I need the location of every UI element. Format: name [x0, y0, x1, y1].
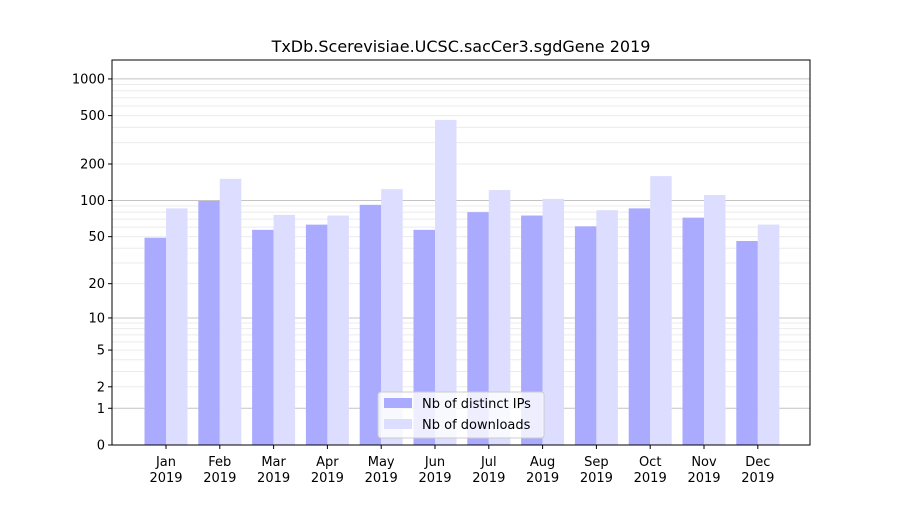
x-tick-label-year: 2019	[149, 471, 182, 486]
bar-downloads	[542, 198, 565, 445]
y-tick-label: 50	[88, 230, 105, 245]
x-tick-label-year: 2019	[472, 471, 505, 486]
y-tick-label: 20	[88, 277, 105, 292]
bar-downloads	[596, 210, 618, 445]
legend-label-ips: Nb of distinct IPs	[422, 397, 531, 412]
bar-distinct-ips	[359, 204, 382, 445]
x-tick-label-year: 2019	[203, 471, 236, 486]
bar-distinct-ips	[467, 212, 489, 445]
plot-frame	[111, 59, 811, 446]
legend-box	[377, 391, 545, 439]
y-tick-label: 1000	[72, 72, 105, 87]
bar-distinct-ips	[628, 208, 651, 445]
x-tick-label-year: 2019	[311, 471, 344, 486]
bar-downloads	[704, 194, 726, 445]
bar-distinct-ips	[574, 226, 597, 445]
x-tick-label-month: Jan	[155, 455, 176, 470]
bar-distinct-ips	[144, 237, 166, 445]
bar-downloads	[327, 215, 349, 445]
x-tick-label-year: 2019	[634, 471, 667, 486]
bar-distinct-ips	[198, 200, 220, 445]
bar-distinct-ips	[736, 240, 758, 445]
y-tick-label: 100	[80, 194, 105, 209]
chart-title: TxDb.Scerevisiae.UCSC.sacCer3.sgdGene 20…	[271, 37, 651, 56]
bar-downloads	[381, 189, 403, 445]
bars	[144, 119, 780, 446]
y-tick-label: 1	[97, 402, 105, 417]
y-tick-label: 0	[97, 439, 105, 454]
y-tick-label: 500	[80, 109, 105, 124]
bar-downloads	[219, 178, 242, 445]
bar-distinct-ips	[305, 224, 328, 445]
y-tick-label: 200	[80, 158, 105, 173]
x-tick-label-month: Oct	[639, 455, 661, 470]
x-tick-label-year: 2019	[257, 471, 290, 486]
legend-swatch-ips	[384, 398, 412, 408]
x-tick-label-year: 2019	[580, 471, 613, 486]
x-tick-label-month: Jun	[424, 455, 445, 470]
x-tick-label-month: Sep	[584, 455, 609, 470]
y-tick-label: 5	[97, 344, 105, 359]
y-tick-label: 10	[88, 311, 105, 326]
x-tick-label-month: Aug	[530, 455, 555, 470]
bar-downloads	[273, 214, 296, 445]
x-tick-label-month: Jul	[480, 455, 497, 470]
bar-distinct-ips	[252, 229, 274, 445]
x-tick-label-month: Mar	[261, 455, 286, 470]
bar-downloads	[650, 176, 672, 446]
x-tick-label-month: Dec	[745, 455, 770, 470]
x-tick-label-year: 2019	[741, 471, 774, 486]
bar-downloads	[166, 208, 188, 445]
y-axis: 0 1 2 5 10 20 50 100 200 500 1000	[72, 72, 112, 454]
x-tick-label-year: 2019	[365, 471, 398, 486]
y-tick-label: 2	[97, 380, 105, 395]
bar-downloads	[435, 119, 457, 446]
legend-label-downloads: Nb of downloads	[422, 418, 531, 433]
bar-downloads	[488, 190, 511, 445]
bar-distinct-ips	[413, 229, 435, 445]
x-tick-label-month: Nov	[691, 455, 717, 470]
x-axis: Jan2019Feb2019Mar2019Apr2019May2019Jun20…	[149, 445, 774, 486]
bar-distinct-ips	[521, 215, 543, 445]
x-tick-label-year: 2019	[526, 471, 559, 486]
x-tick-label-year: 2019	[418, 471, 451, 486]
x-tick-label-year: 2019	[687, 471, 720, 486]
legend: Nb of distinct IPs Nb of downloads	[377, 391, 545, 439]
bar-downloads	[757, 224, 780, 445]
legend-swatch-downloads	[384, 419, 412, 429]
x-tick-label-month: Feb	[208, 455, 231, 470]
bar-distinct-ips	[682, 217, 704, 445]
x-tick-label-month: May	[368, 455, 395, 470]
x-tick-label-month: Apr	[316, 455, 339, 470]
